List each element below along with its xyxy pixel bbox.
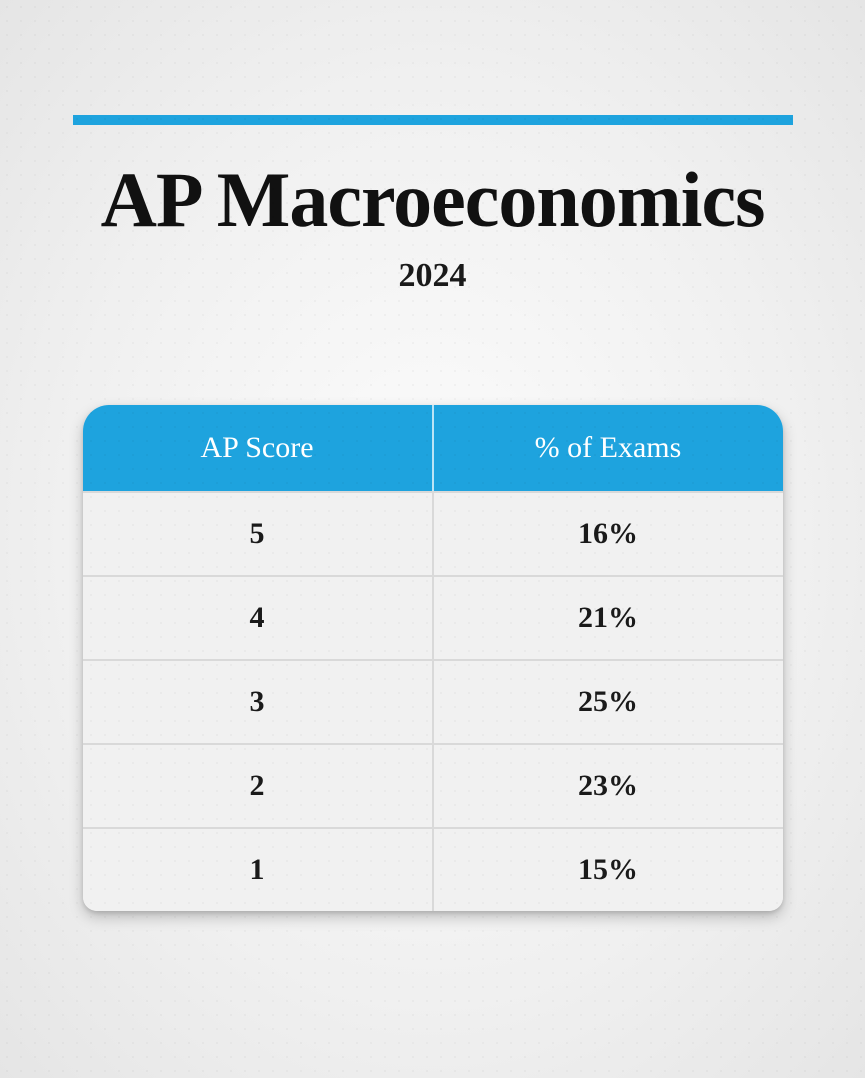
table-body: 5 16% 4 21% 3 25% 2 23% 1 15% [83, 491, 783, 911]
cell-score: 2 [83, 745, 434, 827]
cell-percent: 21% [434, 577, 783, 659]
cell-score: 3 [83, 661, 434, 743]
cell-percent: 15% [434, 829, 783, 911]
year-label: 2024 [399, 257, 467, 295]
table-header: AP Score % of Exams [83, 405, 783, 491]
cell-percent: 23% [434, 745, 783, 827]
score-table: AP Score % of Exams 5 16% 4 21% 3 25% 2 … [83, 405, 783, 911]
table-row: 2 23% [83, 743, 783, 827]
table-row: 5 16% [83, 491, 783, 575]
cell-score: 4 [83, 577, 434, 659]
page-title: AP Macroeconomics [101, 155, 765, 245]
cell-percent: 16% [434, 493, 783, 575]
table-row: 3 25% [83, 659, 783, 743]
column-header-percent: % of Exams [434, 405, 783, 491]
cell-score: 1 [83, 829, 434, 911]
accent-bar [73, 115, 793, 125]
cell-percent: 25% [434, 661, 783, 743]
table-row: 4 21% [83, 575, 783, 659]
column-header-score: AP Score [83, 405, 434, 491]
table-row: 1 15% [83, 827, 783, 911]
cell-score: 5 [83, 493, 434, 575]
